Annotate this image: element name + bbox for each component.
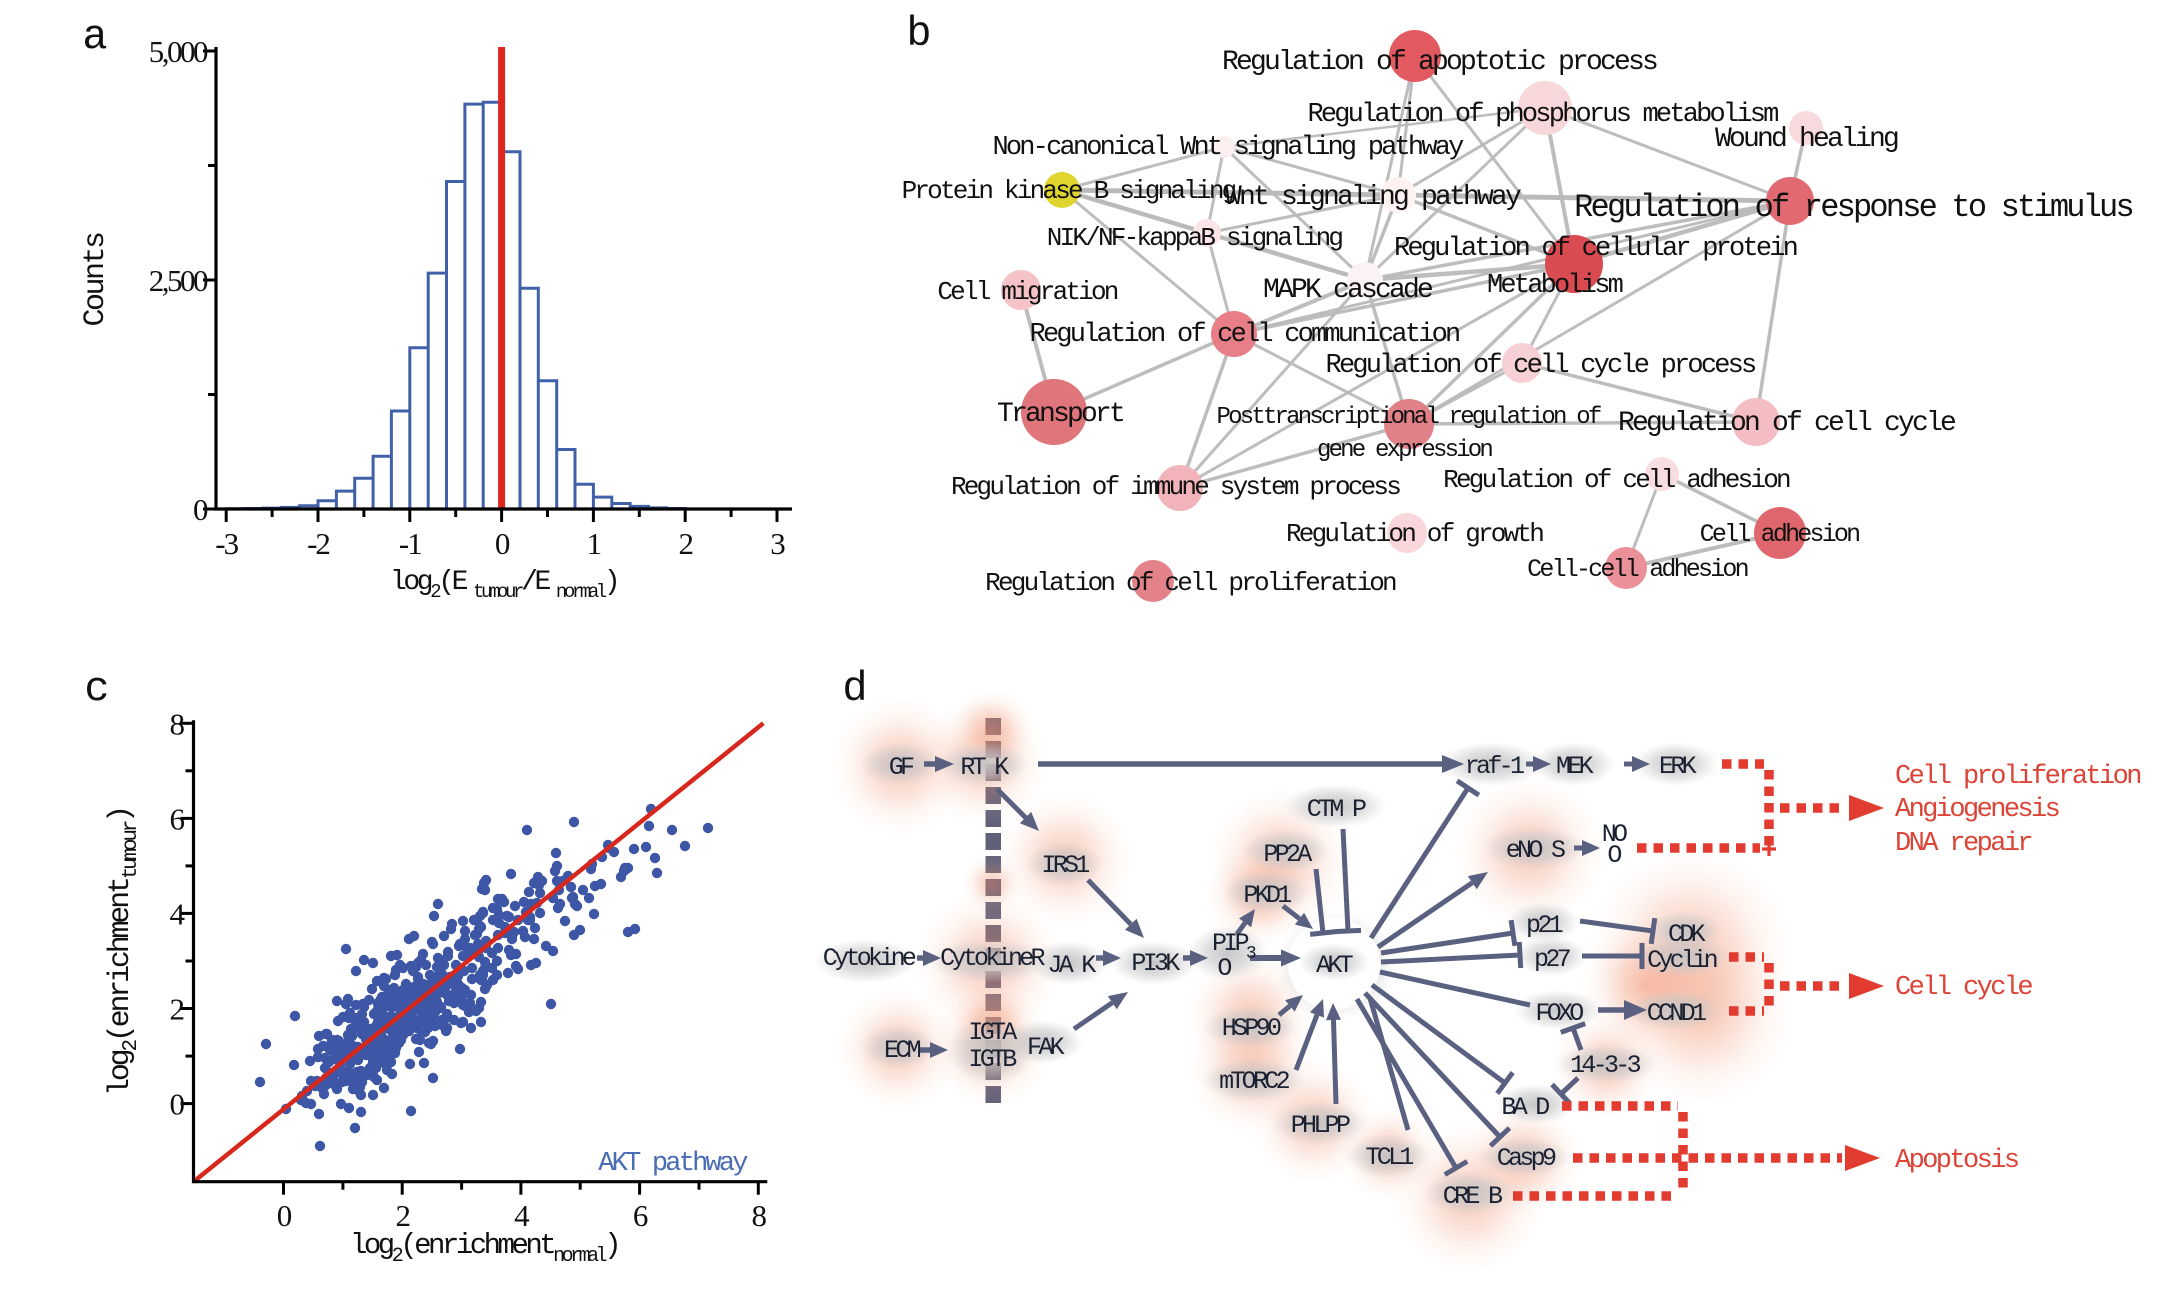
- svg-text:Regulation of cellular protein: Regulation of cellular protein: [1394, 234, 1797, 264]
- svg-text:ERK: ERK: [1659, 752, 1697, 781]
- svg-text:3: 3: [770, 526, 785, 561]
- svg-text:Counts: Counts: [79, 233, 113, 327]
- svg-text:2: 2: [678, 526, 692, 561]
- svg-text:Cell adhesion: Cell adhesion: [1700, 520, 1859, 549]
- svg-text:CTM P: CTM P: [1307, 795, 1366, 824]
- svg-text:PP2A: PP2A: [1263, 840, 1312, 869]
- svg-text:c: c: [84, 665, 109, 713]
- svg-text:Transport: Transport: [997, 399, 1123, 430]
- svg-text:14-3-3: 14-3-3: [1570, 1051, 1641, 1080]
- svg-text:RT K: RT K: [960, 753, 1009, 782]
- svg-text:a: a: [82, 13, 107, 61]
- svg-text:2: 2: [395, 1198, 409, 1233]
- svg-text:0: 0: [193, 492, 208, 527]
- svg-text:Metabolism: Metabolism: [1487, 271, 1623, 301]
- svg-text:Apoptosis: Apoptosis: [1895, 1146, 2018, 1176]
- svg-text:Regulation of cell cycle: Regulation of cell cycle: [1618, 408, 1955, 439]
- svg-text:CRE B: CRE B: [1443, 1182, 1503, 1211]
- svg-text:Non-canonical Wnt signaling pa: Non-canonical Wnt signaling pathway: [992, 133, 1464, 163]
- svg-text:4: 4: [514, 1198, 530, 1233]
- svg-text:raf-1: raf-1: [1465, 752, 1524, 781]
- svg-text:2,500: 2,500: [149, 263, 208, 298]
- svg-text:PKD1: PKD1: [1243, 881, 1291, 910]
- svg-text:Regulation of cell proliferati: Regulation of cell proliferation: [985, 568, 1396, 598]
- svg-text:Cell-cell adhesion: Cell-cell adhesion: [1527, 555, 1747, 584]
- svg-text:AKT: AKT: [1316, 951, 1354, 980]
- svg-text:GF: GF: [889, 753, 914, 782]
- svg-text:IGTB: IGTB: [968, 1045, 1017, 1074]
- svg-text:-2: -2: [307, 526, 329, 561]
- svg-text:ECM: ECM: [884, 1036, 921, 1065]
- svg-text:NIK/NF-kappaB signaling: NIK/NF-kappaB signaling: [1047, 223, 1343, 253]
- svg-text:2: 2: [170, 992, 184, 1027]
- svg-text:Regulation of phosphorus metab: Regulation of phosphorus metabolism: [1307, 100, 1778, 130]
- svg-text:FAK: FAK: [1027, 1033, 1065, 1062]
- svg-text:5,000: 5,000: [149, 34, 208, 69]
- svg-text:8: 8: [170, 706, 185, 741]
- svg-text:Angiogenesis: Angiogenesis: [1895, 795, 2059, 825]
- svg-text:Casp9: Casp9: [1497, 1144, 1556, 1173]
- svg-text:-1: -1: [399, 526, 421, 561]
- svg-text:0: 0: [170, 1087, 185, 1122]
- svg-text:CytokineR: CytokineR: [940, 944, 1045, 973]
- svg-text:AKT pathway: AKT pathway: [598, 1149, 748, 1179]
- svg-text:Cytokine: Cytokine: [823, 944, 916, 973]
- svg-text:Cell cycle: Cell cycle: [1895, 973, 2032, 1003]
- svg-text:mTORC2: mTORC2: [1219, 1067, 1290, 1096]
- svg-text:BA D: BA D: [1501, 1093, 1549, 1122]
- svg-text:8: 8: [752, 1198, 767, 1233]
- svg-text:6: 6: [633, 1198, 648, 1233]
- svg-text:Wnt signaling pathway: Wnt signaling pathway: [1225, 182, 1521, 213]
- svg-text:DNA repair: DNA repair: [1895, 829, 2031, 859]
- svg-text:CCND1: CCND1: [1647, 999, 1706, 1028]
- svg-text:TCL1: TCL1: [1365, 1143, 1413, 1172]
- svg-text:eNO S: eNO S: [1506, 836, 1565, 865]
- svg-text:Regulation of growth: Regulation of growth: [1286, 519, 1543, 549]
- svg-text:d: d: [842, 665, 867, 713]
- svg-text:Regulation of cell communicati: Regulation of cell communication: [1030, 320, 1459, 350]
- svg-text:0: 0: [495, 526, 510, 561]
- svg-text:FOXO: FOXO: [1535, 999, 1583, 1028]
- svg-text:Regulation of cell adhesion: Regulation of cell adhesion: [1443, 465, 1790, 495]
- svg-text:PI3K: PI3K: [1131, 949, 1180, 978]
- svg-text:IGTA: IGTA: [968, 1018, 1017, 1047]
- svg-text:Regulation of immune system pr: Regulation of immune system process: [951, 472, 1400, 502]
- svg-text:Posttranscriptional regulation: Posttranscriptional regulation of: [1217, 404, 1601, 431]
- svg-text:-3: -3: [215, 526, 238, 561]
- svg-text:Protein kinase B signaling: Protein kinase B signaling: [902, 176, 1236, 206]
- svg-text:b: b: [906, 10, 931, 58]
- svg-text:p27: p27: [1534, 945, 1571, 974]
- svg-text:Regulation of cell cycle proce: Regulation of cell cycle process: [1326, 351, 1755, 381]
- svg-text:IRS1: IRS1: [1041, 851, 1089, 880]
- svg-text:6: 6: [170, 801, 185, 836]
- svg-text:Regulation of response to stim: Regulation of response to stimulus: [1574, 189, 2132, 226]
- svg-text:Wound healing: Wound healing: [1715, 124, 1898, 155]
- svg-text:CDK: CDK: [1668, 920, 1706, 949]
- svg-text:1: 1: [587, 526, 601, 561]
- svg-text:Cell proliferation: Cell proliferation: [1895, 762, 2140, 792]
- svg-text:Cyclin: Cyclin: [1647, 946, 1717, 975]
- svg-text:HSP90: HSP90: [1222, 1014, 1281, 1043]
- svg-text:MEK: MEK: [1556, 752, 1594, 781]
- svg-text:JA K: JA K: [1047, 951, 1096, 980]
- svg-text:p21: p21: [1526, 911, 1563, 940]
- svg-text:Regulation of apoptotic proces: Regulation of apoptotic process: [1222, 47, 1657, 78]
- svg-text:MAPK cascade: MAPK cascade: [1263, 275, 1432, 306]
- svg-text:PHLPP: PHLPP: [1291, 1111, 1350, 1140]
- svg-text:gene expression: gene expression: [1317, 437, 1492, 464]
- svg-text:0: 0: [277, 1198, 292, 1233]
- svg-text:Cell migration: Cell migration: [937, 277, 1117, 307]
